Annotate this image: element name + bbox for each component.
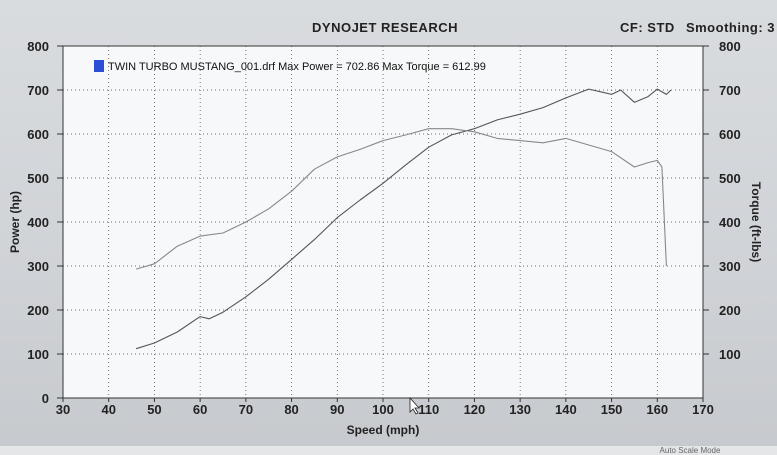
y-axis-right: 100 200 300 400 500 600 700 800 bbox=[703, 39, 741, 362]
series-line-power bbox=[135, 88, 672, 350]
x-axis-label: Speed (mph) bbox=[347, 423, 420, 437]
legend-swatch bbox=[94, 60, 104, 72]
mouse-cursor-icon bbox=[409, 396, 420, 415]
x-tick-label: 120 bbox=[464, 402, 486, 417]
x-tick-label: 90 bbox=[330, 402, 344, 417]
smoothing-label: Smoothing: 3 bbox=[686, 20, 775, 35]
y-tick-label: 200 bbox=[27, 303, 49, 318]
y2-tick-label: 100 bbox=[719, 347, 741, 362]
y2-tick-label: 800 bbox=[719, 39, 741, 54]
x-tick-label: 60 bbox=[193, 402, 207, 417]
x-tick-label: 150 bbox=[601, 402, 623, 417]
x-tick-label: 100 bbox=[372, 402, 394, 417]
y2-tick-label: 500 bbox=[719, 171, 741, 186]
y2-tick-label: 600 bbox=[719, 127, 741, 142]
x-tick-label: 70 bbox=[239, 402, 253, 417]
x-tick-label: 50 bbox=[147, 402, 161, 417]
legend-text: TWIN TURBO MUSTANG_001.drf Max Power = 7… bbox=[108, 61, 486, 73]
x-tick-label: 140 bbox=[555, 402, 577, 417]
window-title: DYNOJET RESEARCH bbox=[312, 20, 458, 35]
status-text: Auto Scale Mode bbox=[660, 446, 721, 455]
x-tick-label: 130 bbox=[509, 402, 531, 417]
series-group bbox=[135, 88, 672, 350]
y-tick-label: 300 bbox=[27, 259, 49, 274]
y2-tick-label: 700 bbox=[719, 83, 741, 98]
y-tick-label: 500 bbox=[27, 171, 49, 186]
y2-tick-label: 400 bbox=[719, 215, 741, 230]
y2-tick-label: 300 bbox=[719, 259, 741, 274]
y-axis-left: 0 100 200 300 400 500 600 700 800 bbox=[27, 39, 63, 406]
x-tick-label: 30 bbox=[56, 402, 70, 417]
x-tick-label: 40 bbox=[101, 402, 115, 417]
x-tick-label: 110 bbox=[418, 402, 439, 417]
y-tick-label: 800 bbox=[27, 39, 49, 54]
y-axis-label: Power (hp) bbox=[8, 191, 22, 253]
y-tick-label: 600 bbox=[27, 127, 49, 142]
y2-tick-label: 200 bbox=[719, 303, 741, 318]
y-tick-label: 0 bbox=[42, 391, 49, 406]
x-tick-label: 80 bbox=[284, 402, 298, 417]
x-tick-label: 160 bbox=[646, 402, 668, 417]
series-line-torque bbox=[135, 128, 667, 270]
status-bar bbox=[0, 446, 777, 455]
y-tick-label: 100 bbox=[27, 347, 49, 362]
x-axis: 30 40 50 60 70 80 90 100 110 120 130 140 150 160 170 bbox=[56, 398, 714, 417]
y-tick-label: 700 bbox=[27, 83, 49, 98]
cf-label: CF: STD bbox=[620, 20, 675, 35]
y2-axis-label: Torque (ft-lbs) bbox=[749, 182, 763, 262]
y-tick-label: 400 bbox=[27, 215, 49, 230]
x-tick-label: 170 bbox=[692, 402, 714, 417]
